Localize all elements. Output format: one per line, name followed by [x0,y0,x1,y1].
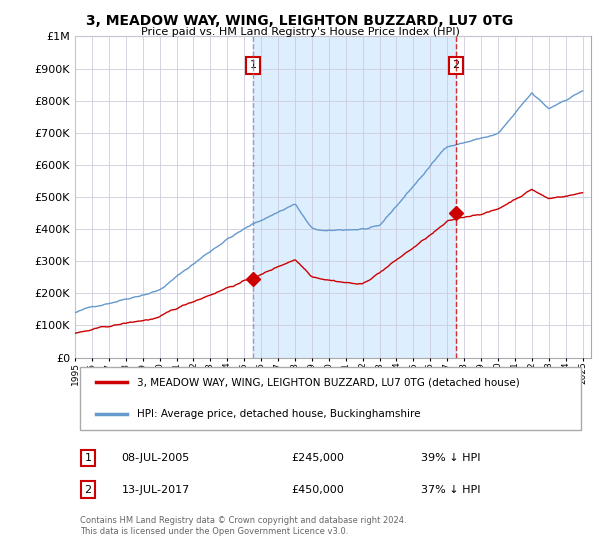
Text: 13-JUL-2017: 13-JUL-2017 [121,484,190,494]
Text: 1: 1 [250,60,257,71]
FancyBboxPatch shape [80,367,581,430]
Text: HPI: Average price, detached house, Buckinghamshire: HPI: Average price, detached house, Buck… [137,409,421,419]
Text: 37% ↓ HPI: 37% ↓ HPI [421,484,480,494]
Text: Contains HM Land Registry data © Crown copyright and database right 2024.
This d: Contains HM Land Registry data © Crown c… [80,516,407,536]
Bar [253,36,456,358]
Text: 39% ↓ HPI: 39% ↓ HPI [421,453,480,463]
Text: 3, MEADOW WAY, WING, LEIGHTON BUZZARD, LU7 0TG: 3, MEADOW WAY, WING, LEIGHTON BUZZARD, L… [86,14,514,28]
Text: 2: 2 [85,484,91,494]
Text: 08-JUL-2005: 08-JUL-2005 [121,453,190,463]
Text: 2: 2 [452,60,460,71]
Text: £450,000: £450,000 [292,484,344,494]
Text: Price paid vs. HM Land Registry's House Price Index (HPI): Price paid vs. HM Land Registry's House … [140,27,460,37]
Text: £245,000: £245,000 [292,453,344,463]
Text: 3, MEADOW WAY, WING, LEIGHTON BUZZARD, LU7 0TG (detached house): 3, MEADOW WAY, WING, LEIGHTON BUZZARD, L… [137,377,520,388]
Text: 1: 1 [85,453,91,463]
